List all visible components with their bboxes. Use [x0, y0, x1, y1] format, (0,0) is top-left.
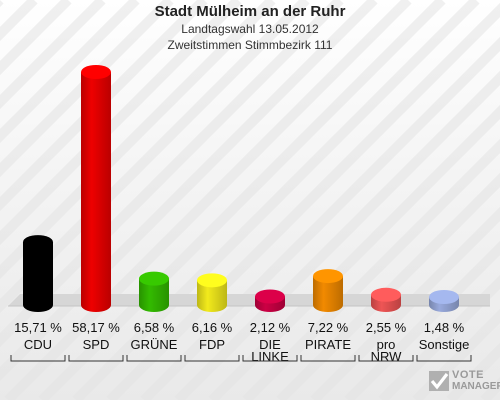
bar-cap — [255, 289, 285, 304]
category-separator — [126, 355, 182, 362]
bar-grüne — [139, 271, 169, 312]
checkmark-icon — [429, 371, 449, 391]
category-label: Sonstige — [419, 337, 470, 352]
category-separator — [358, 355, 414, 362]
category-label: LINKE — [251, 349, 289, 364]
category-label: CDU — [24, 337, 52, 352]
bar-cap — [23, 235, 53, 250]
category-separator — [300, 355, 356, 362]
bar-cap — [81, 65, 111, 79]
value-label: 15,71 % — [14, 320, 62, 335]
category-label: SPD — [83, 337, 110, 352]
category-label: FDP — [199, 337, 225, 352]
bar-body — [197, 280, 227, 312]
bar-cap — [313, 269, 343, 284]
bar-fdp — [197, 273, 227, 312]
value-label: 7,22 % — [308, 320, 349, 335]
bar-cap — [371, 287, 401, 302]
chart-floor — [8, 294, 490, 306]
bar-cap — [429, 290, 459, 304]
bar-cap — [139, 271, 169, 286]
bar-pro-nrw — [371, 287, 401, 312]
category-label: pro — [377, 337, 396, 352]
bar-body — [313, 276, 343, 312]
chart-subtitle-election: Landtagswahl 13.05.2012 — [181, 22, 319, 36]
bar-sonstige — [429, 290, 459, 312]
category-separator — [68, 355, 124, 362]
category-separator — [416, 355, 472, 362]
category-separator — [10, 355, 66, 362]
bar-cdu — [23, 235, 53, 312]
bar-body — [23, 242, 53, 312]
bar-pirate — [313, 269, 343, 312]
bar-body — [139, 278, 169, 312]
chart-subtitle-district: Zweitstimmen Stimmbezirk 111 — [167, 38, 333, 52]
bar-spd — [81, 65, 111, 312]
bar-body — [81, 72, 111, 312]
category-label: DIE — [259, 337, 281, 352]
vote-manager-logo: VOTE MANAGER — [426, 366, 500, 396]
value-label: 58,17 % — [72, 320, 120, 335]
value-label: 1,48 % — [424, 320, 465, 335]
value-label: 6,16 % — [192, 320, 233, 335]
value-label: 2,55 % — [366, 320, 407, 335]
category-separator — [242, 355, 298, 362]
category-label: GRÜNE — [131, 337, 178, 352]
bar-cap — [197, 273, 227, 288]
logo-line-1: VOTE — [452, 369, 484, 381]
value-label: 6,58 % — [134, 320, 175, 335]
chart-title: Stadt Mülheim an der Ruhr — [154, 3, 346, 20]
logo-line-2: MANAGER — [452, 381, 500, 392]
category-label: NRW — [371, 349, 403, 364]
bar-die-linke — [255, 289, 285, 312]
category-separator — [184, 355, 240, 362]
value-label: 2,12 % — [250, 320, 291, 335]
category-label: PIRATE — [305, 337, 351, 352]
